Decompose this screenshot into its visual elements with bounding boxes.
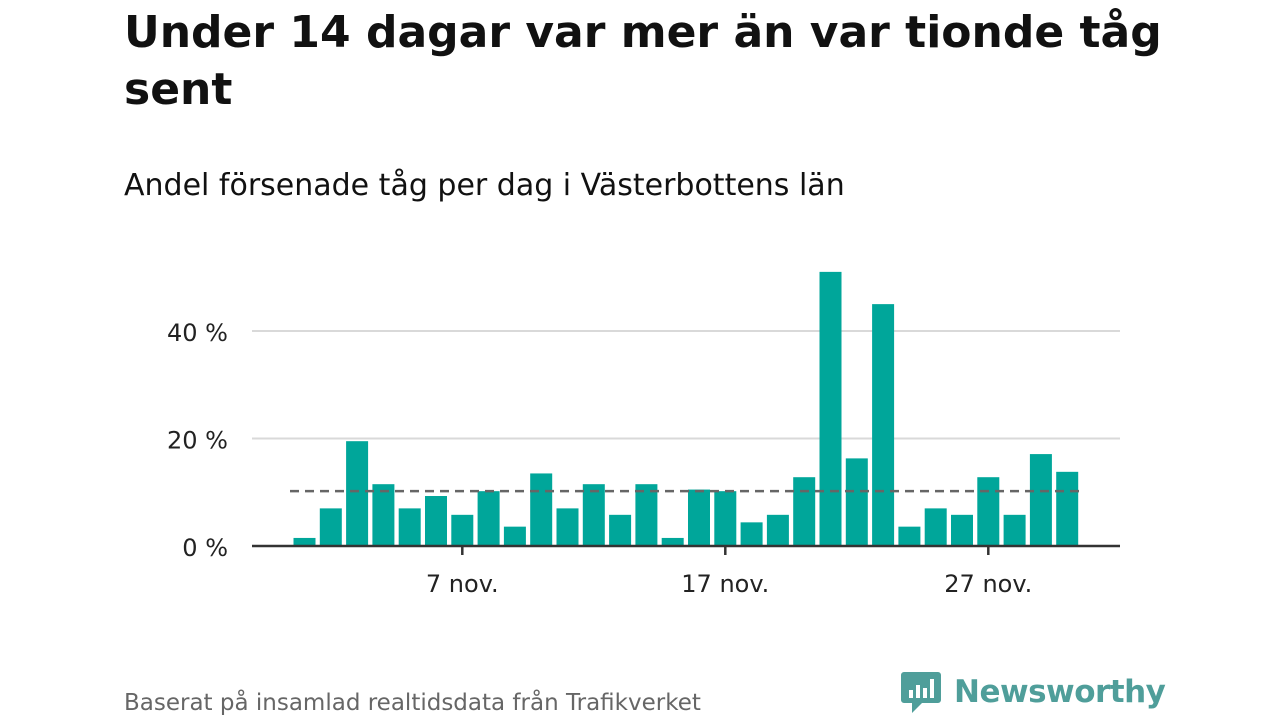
bar — [293, 537, 316, 546]
newsworthy-bar-chart-icon — [901, 672, 941, 713]
brand-name: Newsworthy — [954, 674, 1166, 710]
y-tick-label: 40 % — [167, 319, 228, 347]
bar — [451, 514, 474, 546]
bar — [872, 304, 895, 546]
chart-subtitle: Andel försenade tåg per dag i Västerbott… — [124, 168, 845, 203]
bar — [793, 477, 816, 546]
bar — [582, 484, 605, 546]
bar — [372, 484, 395, 546]
bar — [503, 526, 526, 546]
bar — [556, 508, 579, 546]
gridlines — [252, 330, 1120, 440]
y-tick-labels: 0 % 20 % 40 % — [167, 319, 228, 562]
bar — [977, 477, 1000, 546]
bar-chart: 0 % 20 % 40 % 7 nov. 17 nov. 27 nov. — [167, 271, 1120, 598]
y-tick-label: 20 % — [167, 427, 228, 455]
bars — [293, 271, 1079, 546]
bar — [819, 271, 842, 546]
bar — [924, 508, 947, 546]
bar — [398, 508, 421, 546]
bar — [1003, 514, 1026, 546]
bar — [319, 508, 342, 546]
bar — [1029, 454, 1052, 546]
bar — [898, 526, 921, 546]
x-tick-label: 27 nov. — [944, 570, 1032, 598]
bar — [688, 489, 710, 546]
chart-title: Under 14 dagar var mer än var tionde tåg… — [124, 7, 1162, 115]
x-tick-label: 17 nov. — [681, 570, 769, 598]
y-tick-label: 0 % — [182, 534, 228, 562]
bar — [845, 458, 868, 546]
x-tick-label: 7 nov. — [426, 570, 499, 598]
bar — [766, 514, 789, 546]
bar — [477, 491, 500, 546]
bar — [661, 537, 684, 546]
x-tick-labels: 7 nov. 17 nov. 27 nov. — [426, 570, 1032, 598]
bar — [951, 514, 973, 546]
bar — [714, 491, 737, 546]
bar — [635, 484, 658, 546]
bar — [609, 514, 632, 546]
bar — [740, 522, 763, 546]
bar — [530, 473, 553, 546]
x-axis — [252, 544, 1120, 555]
newsworthy-logo: Newsworthy — [900, 670, 1166, 714]
bar — [425, 496, 447, 546]
source-note: Baserat på insamlad realtidsdata från Tr… — [124, 690, 701, 716]
bar — [346, 441, 369, 546]
bar — [1056, 471, 1079, 546]
